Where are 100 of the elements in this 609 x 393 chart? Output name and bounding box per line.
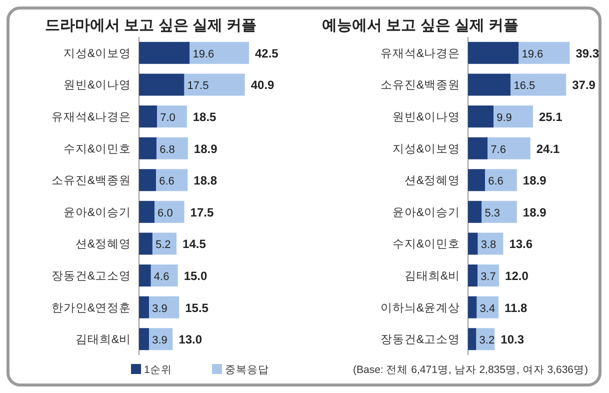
bar bbox=[190, 42, 249, 64]
bar bbox=[468, 296, 477, 318]
data-label: 3.4 bbox=[480, 302, 496, 315]
y-tick-label: 윤아&이승기 bbox=[392, 206, 460, 219]
data-label: 19.6 bbox=[522, 48, 544, 60]
data-label: 5.3 bbox=[484, 207, 500, 220]
total-label: 11.8 bbox=[504, 300, 528, 315]
data-label: 4.6 bbox=[154, 271, 170, 283]
bar bbox=[139, 74, 184, 96]
total-label: 17.5 bbox=[190, 205, 214, 220]
y-tick-label: 한가인&연정훈 bbox=[51, 302, 131, 314]
total-label: 18.8 bbox=[194, 174, 218, 188]
bar bbox=[184, 74, 245, 96]
bar bbox=[156, 137, 188, 160]
bar bbox=[468, 137, 488, 160]
bar bbox=[488, 137, 530, 160]
data-label: 6.6 bbox=[159, 176, 174, 188]
bar bbox=[518, 42, 570, 64]
y-tick-label: 수지&이민호 bbox=[63, 143, 131, 156]
bar bbox=[149, 296, 180, 318]
bar bbox=[468, 106, 494, 128]
chart-title: 예능에서 보고 싶은 실제 커플 bbox=[322, 17, 519, 34]
bar bbox=[139, 106, 158, 128]
bar bbox=[510, 74, 566, 96]
bar bbox=[468, 200, 482, 223]
bar bbox=[152, 232, 177, 255]
legend-label: 중복응답 bbox=[225, 364, 269, 376]
total-label: 18.5 bbox=[192, 110, 217, 124]
bar bbox=[485, 169, 517, 192]
total-label: 37.9 bbox=[572, 78, 596, 92]
bar bbox=[468, 264, 478, 286]
bar bbox=[156, 169, 188, 192]
bar bbox=[139, 169, 156, 192]
data-label: 3.9 bbox=[152, 334, 168, 347]
bar bbox=[478, 264, 500, 286]
total-label: 15.5 bbox=[185, 300, 209, 315]
chart-title: 드라마에서 보고 싶은 실제 커플 bbox=[45, 17, 257, 34]
total-label: 18.9 bbox=[522, 205, 547, 220]
data-label: 16.5 bbox=[514, 80, 536, 92]
data-label: 7.0 bbox=[160, 112, 176, 124]
data-label: 3.9 bbox=[152, 302, 168, 315]
y-tick-label: 원빈&이나영 bbox=[392, 112, 460, 124]
y-tick-label: 윤아&이승기 bbox=[63, 206, 131, 219]
bar bbox=[468, 328, 476, 350]
y-tick-label: 원빈&이나영 bbox=[63, 80, 131, 92]
y-tick-label: 장동건&고소영 bbox=[51, 270, 131, 282]
bar bbox=[157, 106, 187, 128]
data-label: 6.8 bbox=[160, 144, 175, 156]
total-label: 24.1 bbox=[536, 142, 560, 156]
total-label: 40.9 bbox=[250, 78, 275, 92]
bar bbox=[482, 200, 517, 223]
y-tick-label: 션&정혜영 bbox=[404, 175, 460, 188]
y-tick-label: 김태희&비 bbox=[75, 334, 131, 346]
bar bbox=[139, 328, 150, 350]
total-label: 13.6 bbox=[509, 237, 533, 252]
y-tick-label: 유재석&나경은 bbox=[51, 112, 131, 124]
data-label: 6.6 bbox=[488, 176, 504, 188]
y-tick-label: 소유진&백종원 bbox=[380, 80, 460, 92]
y-tick-label: 지성&이보영 bbox=[63, 48, 131, 60]
y-tick-label: 션&정혜영 bbox=[75, 238, 131, 251]
data-label: 9.9 bbox=[496, 112, 512, 124]
y-tick-label: 장동건&고소영 bbox=[380, 334, 460, 346]
y-tick-label: 소유진&백종원 bbox=[51, 175, 131, 188]
data-label: 19.6 bbox=[192, 48, 214, 60]
y-tick-label: 이하늬&윤계상 bbox=[380, 302, 460, 314]
total-label: 39.3 bbox=[576, 46, 600, 60]
bar bbox=[139, 137, 157, 160]
legend-label: 1순위 bbox=[144, 364, 172, 376]
data-label: 7.6 bbox=[490, 144, 506, 156]
bar bbox=[139, 296, 150, 318]
data-label: 3.2 bbox=[479, 334, 495, 347]
total-label: 12.0 bbox=[505, 269, 529, 283]
data-label: 3.8 bbox=[480, 239, 496, 252]
text: (Base: 전체 6,471명, 남자 2,835명, 여자 3,636명) bbox=[352, 364, 588, 376]
bar bbox=[468, 74, 511, 96]
total-label: 14.5 bbox=[182, 237, 206, 252]
bar bbox=[494, 106, 533, 128]
total-label: 25.1 bbox=[538, 110, 563, 124]
total-label: 15.0 bbox=[184, 269, 208, 283]
data-label: 6.0 bbox=[158, 207, 173, 220]
bar bbox=[150, 264, 178, 286]
total-label: 18.9 bbox=[194, 142, 218, 156]
total-label: 10.3 bbox=[500, 332, 524, 347]
data-label: 5.2 bbox=[155, 239, 171, 252]
total-label: 13.0 bbox=[178, 332, 202, 347]
bar bbox=[154, 200, 184, 223]
bar bbox=[139, 264, 151, 286]
total-label: 18.9 bbox=[522, 174, 547, 188]
y-tick-label: 김태희&비 bbox=[404, 270, 460, 282]
y-tick-label: 수지&이민호 bbox=[392, 238, 460, 251]
bar bbox=[468, 232, 478, 255]
bar bbox=[468, 42, 519, 64]
bar bbox=[468, 169, 486, 192]
y-tick-label: 지성&이보영 bbox=[392, 143, 460, 156]
bar bbox=[139, 232, 152, 255]
data-label: 17.5 bbox=[187, 80, 209, 92]
bar bbox=[139, 42, 190, 64]
total-label: 42.5 bbox=[255, 46, 279, 60]
data-label: 3.7 bbox=[480, 271, 496, 283]
y-tick-label: 유재석&나경은 bbox=[380, 48, 460, 60]
